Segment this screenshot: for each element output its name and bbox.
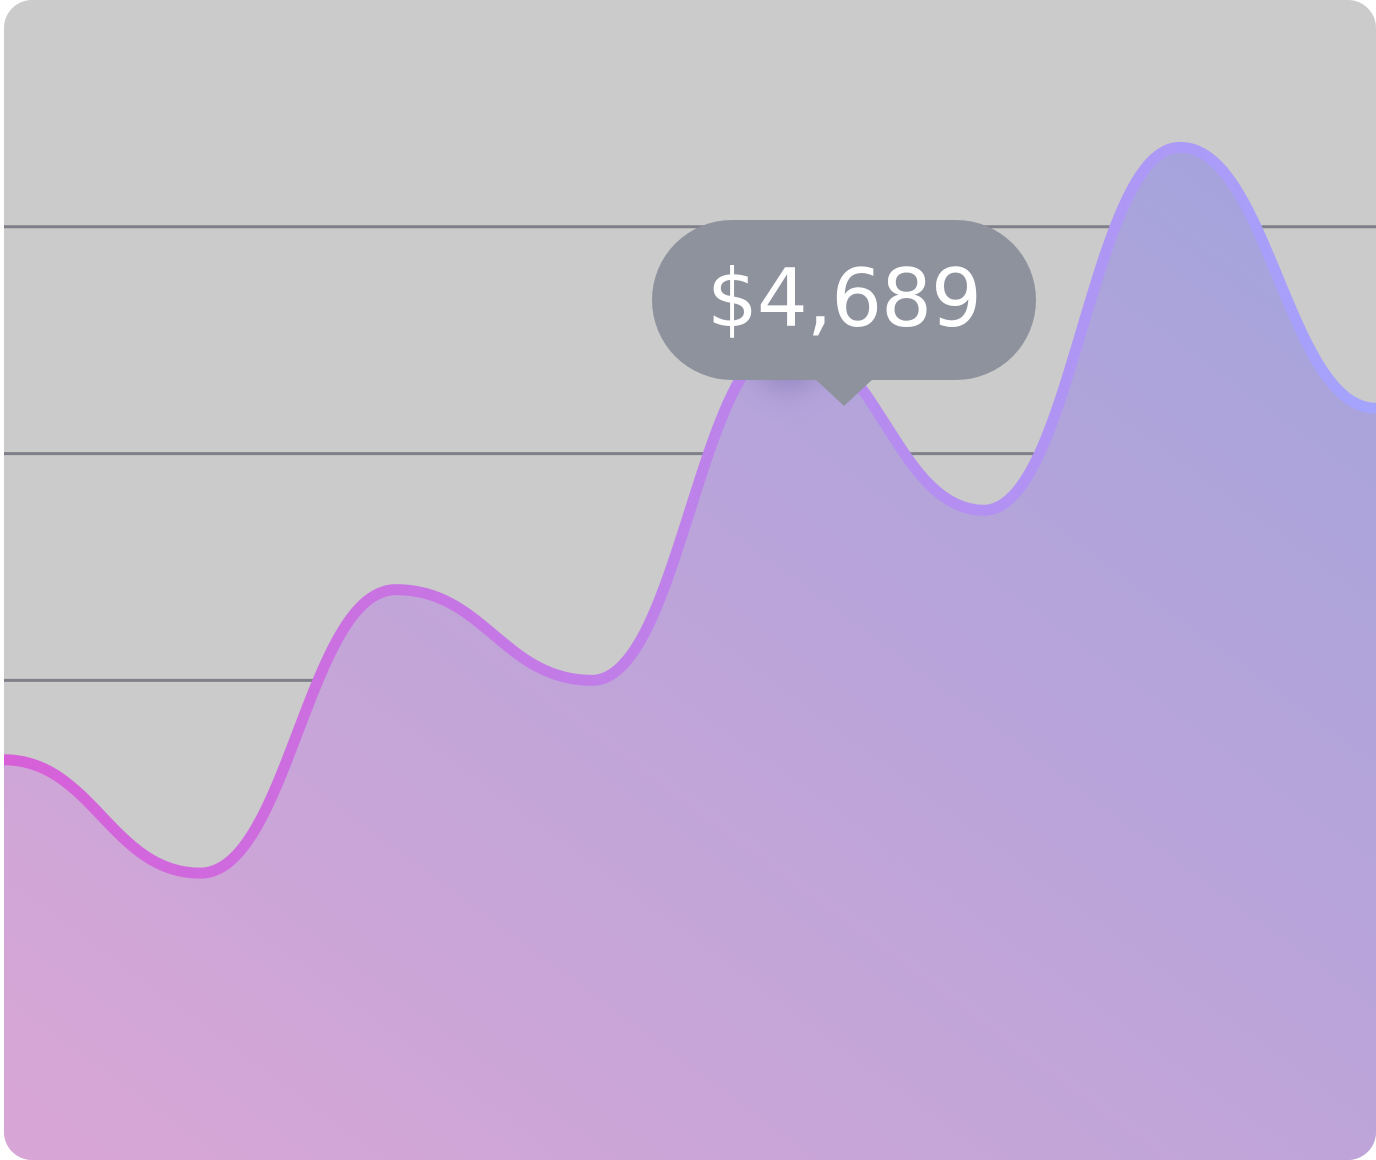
tooltip-value: $4,689 <box>707 251 982 345</box>
value-tooltip: $4,689 <box>652 220 1036 406</box>
chart-card: $4,689 <box>4 0 1376 1160</box>
area-chart <box>4 141 1376 1160</box>
series-line <box>4 141 1376 879</box>
area-fill <box>4 147 1376 1160</box>
